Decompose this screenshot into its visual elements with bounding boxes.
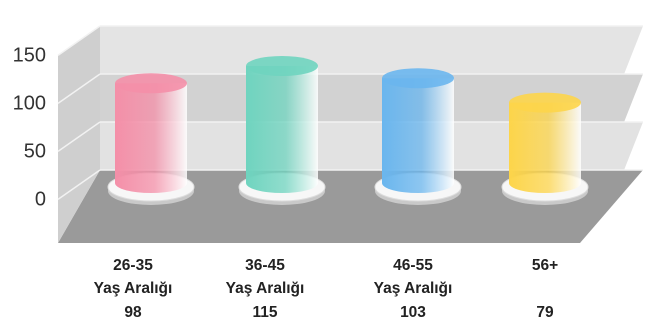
back-wall-band [81, 122, 644, 170]
y-axis-tick-labels: 0 50 100 150 [13, 44, 46, 210]
category-sublabel: Yaş Aralığı [94, 280, 173, 297]
y-tick-label: 0 [35, 188, 46, 210]
gridline-side [57, 73, 101, 105]
category-sublabel: Yaş Aralığı [226, 280, 305, 297]
bar-series [107, 56, 589, 205]
bar [509, 102, 581, 193]
category-label: 56+ [532, 257, 558, 274]
gridline-side [57, 169, 101, 201]
category-sublabel: Yaş Aralığı [374, 280, 453, 297]
y-tick-label: 50 [24, 140, 46, 162]
bar [382, 78, 454, 193]
bar-top-cap [246, 56, 318, 76]
x-axis-category-labels: 26-35 Yaş Aralığı 98 36-45 Yaş Aralığı 115 46-… [94, 257, 559, 321]
bar-top-cap [382, 68, 454, 89]
chart-background-walls [57, 25, 644, 243]
chart-floor [58, 170, 643, 243]
data-label: 103 [400, 304, 426, 321]
data-label: 115 [252, 304, 277, 321]
bar-top-cap [509, 92, 581, 113]
category-label: 36-45 [245, 257, 285, 274]
back-wall-band [81, 74, 644, 122]
gridline-side [57, 121, 101, 153]
bar [246, 66, 318, 193]
y-tick-label: 100 [13, 92, 46, 114]
left-wall [58, 26, 100, 243]
bar [115, 83, 187, 193]
data-label: 79 [536, 304, 554, 321]
back-wall-band [81, 26, 644, 74]
y-tick-label: 150 [13, 44, 46, 66]
category-label: 46-55 [393, 257, 433, 274]
data-label: 98 [124, 304, 142, 321]
category-label: 26-35 [113, 257, 153, 274]
gridline-side [57, 25, 101, 57]
bar-top-cap [115, 73, 187, 94]
